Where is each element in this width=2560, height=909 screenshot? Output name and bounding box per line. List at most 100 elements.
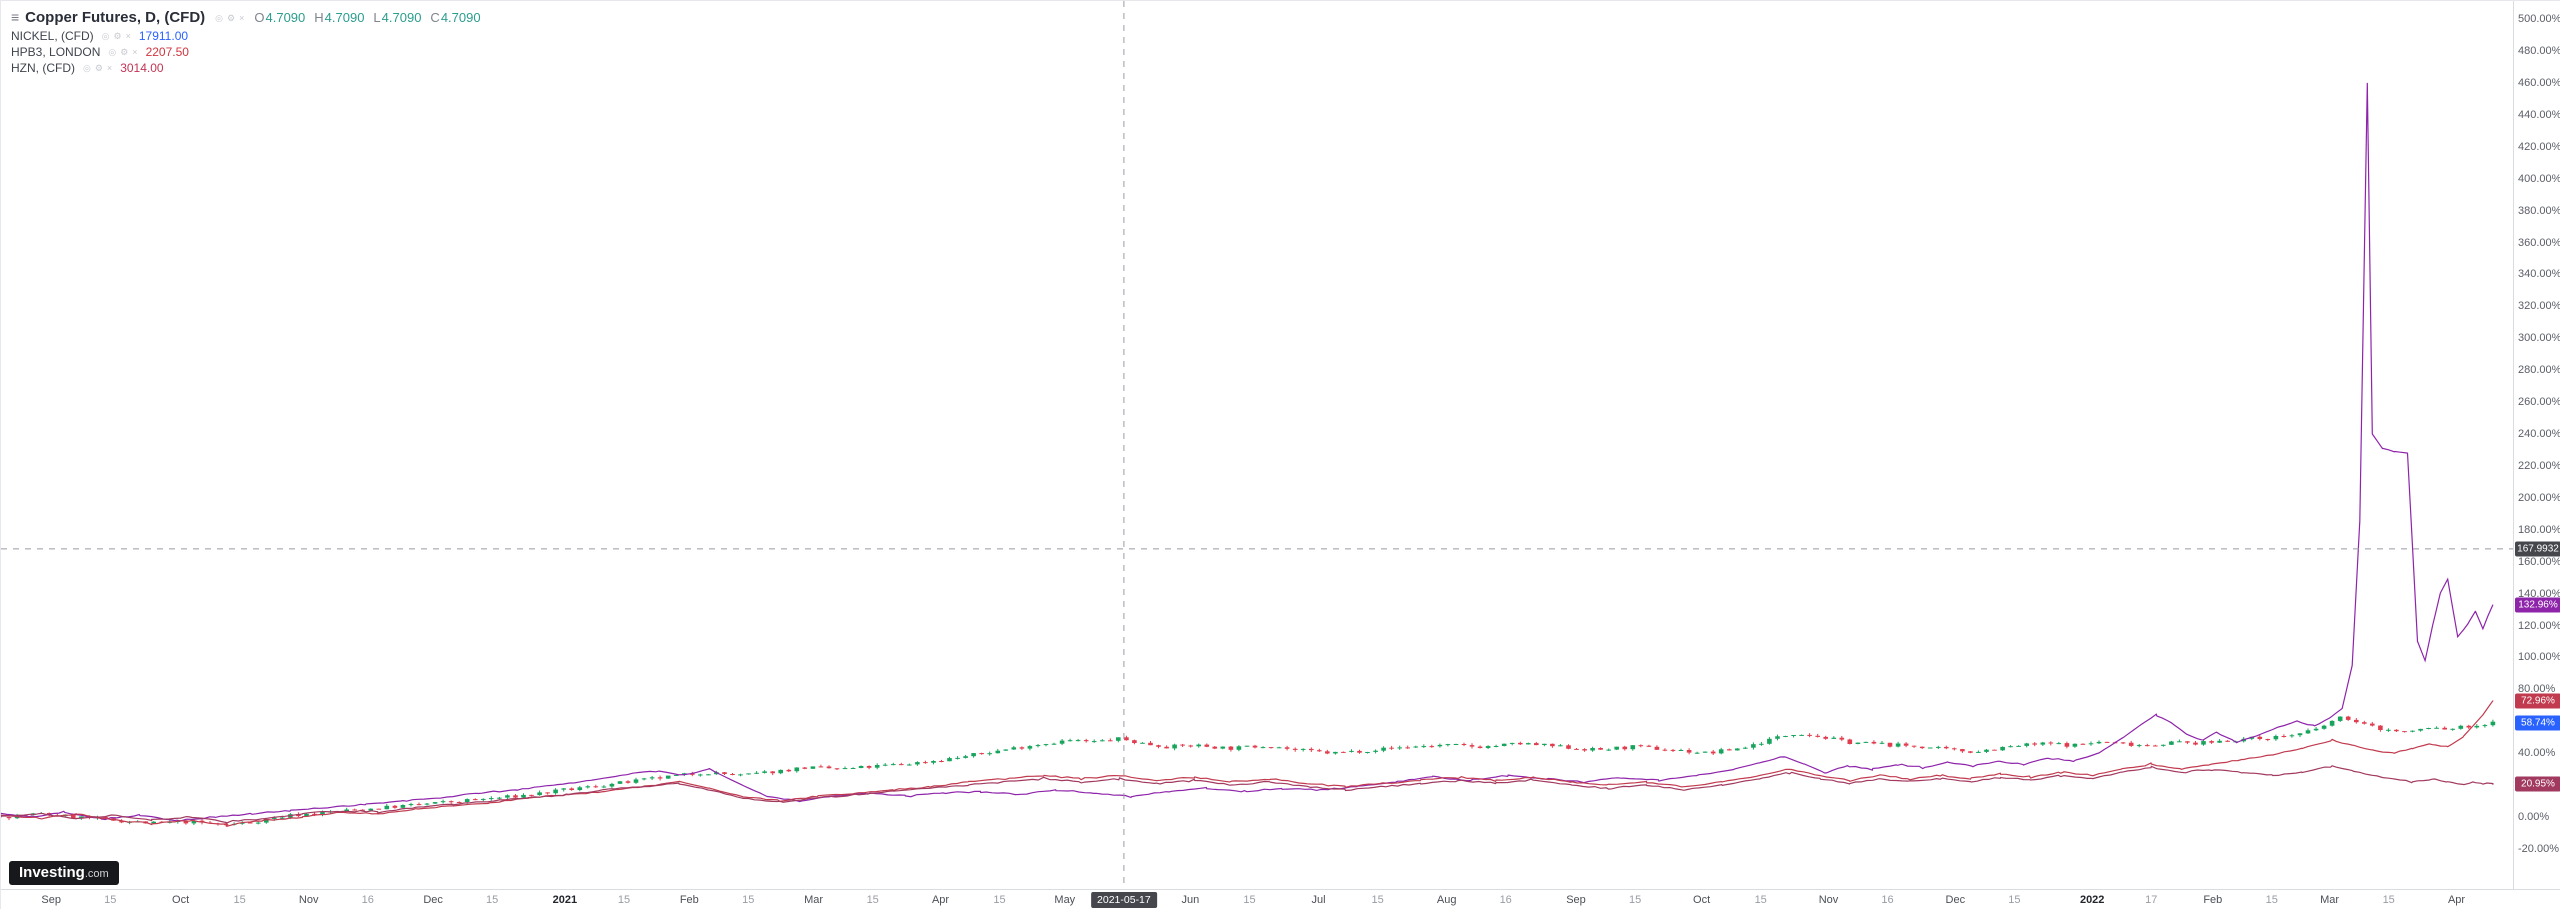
x-axis-label: Nov [298,894,319,906]
x-axis-label: 15 [617,894,631,906]
y-axis-tick: 240.00% [2518,428,2560,440]
settings-icon[interactable]: ⚙ [94,62,103,73]
last-value-badge: 72.96% [2515,693,2560,709]
x-axis-label: 15 [1371,894,1384,906]
x-axis-label: 16 [1499,894,1512,906]
x-axis-label: 15 [1243,894,1256,906]
x-axis-label: Sep [1566,894,1586,906]
x-axis-label: Jun [1181,894,1200,906]
y-axis-tick: 500.00% [2518,13,2560,25]
legend-row-hpb3[interactable]: HPB3, LONDON ◎ ⚙ × 2207.50 [11,44,490,60]
series-copper-candles [6,715,2496,827]
settings-icon[interactable]: ⚙ [227,13,236,23]
chart-plot-area[interactable] [1,1,2513,889]
x-axis-label: Mar [804,894,824,906]
y-axis-tick: 480.00% [2518,45,2560,57]
legend-row-nickel[interactable]: NICKEL, (CFD) ◎ ⚙ × 17911.00 [11,28,490,44]
y-axis-tick: 340.00% [2518,268,2560,281]
x-axis-label: 16 [1881,894,1894,906]
eye-icon[interactable]: ◎ [108,46,117,57]
x-axis-label: Mar [2320,894,2340,906]
x-axis-label: Dec [423,894,443,906]
x-axis-label: Oct [1693,894,1711,906]
y-axis-tick: 40.00% [2518,747,2556,760]
y-axis-tick: 140.00% [2518,587,2560,600]
crosshair-price-badge: 167.9932 [2515,541,2560,557]
investing-logo[interactable]: Investing.com [9,861,119,885]
series-value: 17911.00 [138,29,189,43]
close-icon[interactable]: × [132,47,138,57]
x-axis-label: Nov [1818,894,1839,906]
series-name: NICKEL, (CFD) [11,29,94,43]
y-axis-tick: 420.00% [2518,140,2560,153]
price-axis[interactable]: 500.00% 480.00% 460.00% 440.00% 420.00% 400.0… [2513,1,2560,889]
series-hzn-line [1,765,2494,824]
eye-icon[interactable]: ◎ [82,62,91,73]
x-axis-label: Aug [1436,894,1457,906]
x-axis-label: 15 [2265,894,2278,906]
x-axis-label: Sep [41,894,61,906]
x-axis-label: Feb [679,894,699,906]
y-axis-tick: 360.00% [2518,236,2560,249]
x-axis-label: 17 [2145,894,2158,906]
y-axis-tick: 320.00% [2518,300,2560,313]
x-axis-label: Jul [1311,894,1326,906]
time-axis[interactable]: Sep 15 Oct 15 Nov 16 Dec 15 2021 15 Feb 15 Mar 15 Apr 1… [1,889,2560,909]
series-hpb3-line [1,700,2494,827]
y-axis-tick: 280.00% [2518,364,2560,377]
logo-tld: .com [84,868,109,880]
y-axis-tick: 0.00% [2518,811,2550,823]
ohlc-value: 4.7090 [265,9,306,25]
title-icon-group: ◎ ⚙ × [213,8,246,26]
ohlc-value: 4.7090 [440,9,481,25]
y-axis-tick: 400.00% [2518,172,2560,185]
series-nickel-line [1,82,2494,822]
x-axis-label: 2022 [2079,894,2105,906]
y-axis-tick: 460.00% [2518,76,2560,89]
legend: ≡ Copper Futures, D, (CFD) ◎ ⚙ × O4.7090 H4… [11,6,490,76]
x-axis-label: Dec [1945,894,1966,906]
x-axis-label: 16 [361,894,374,906]
y-axis-tick: 80.00% [2518,683,2556,696]
x-axis-label: 15 [866,894,879,906]
eye-icon[interactable]: ◎ [101,30,110,41]
x-axis-label: 15 [2008,894,2021,906]
y-axis-tick: 260.00% [2518,396,2560,409]
y-axis-tick: 220.00% [2518,459,2560,472]
ohlc-value: 4.7090 [324,9,365,25]
settings-icon[interactable]: ⚙ [113,30,122,41]
y-axis-tick: 100.00% [2518,651,2560,664]
series-name: HZN, (CFD) [11,61,75,75]
ohlc-label: H [314,9,324,25]
x-axis-label: May [1054,894,1076,906]
symbol-title-row[interactable]: ≡ Copper Futures, D, (CFD) ◎ ⚙ × O4.7090 H4… [11,6,490,28]
series-value: 3014.00 [120,61,164,75]
x-axis-label: Apr [931,894,950,906]
crosshair [1,1,2513,889]
y-axis-tick: 200.00% [2518,491,2560,504]
logo-brand: Investing [19,864,85,881]
x-axis-label: 15 [1628,894,1642,906]
y-axis-tick: 160.00% [2518,555,2560,568]
y-axis-tick: 300.00% [2518,332,2560,345]
eye-icon[interactable]: ◎ [215,13,224,23]
last-value-badge: 20.95% [2515,776,2560,792]
x-axis-label: 15 [993,894,1006,906]
y-axis-tick: 440.00% [2518,108,2560,121]
settings-icon[interactable]: ⚙ [120,46,129,57]
close-icon[interactable]: × [125,31,131,41]
legend-row-hzn[interactable]: HZN, (CFD) ◎ ⚙ × 3014.00 [11,60,490,76]
y-axis-tick: 120.00% [2518,619,2560,632]
x-axis-label: 15 [2382,894,2395,906]
x-axis-label: Feb [2203,894,2223,906]
symbol-title[interactable]: Copper Futures, D, (CFD) [25,8,206,26]
x-axis-label: 15 [485,894,499,906]
y-axis-tick: -20.00% [2518,842,2559,855]
close-icon[interactable]: × [239,13,245,23]
crosshair-date-badge: 2021-05-17 [1091,892,1157,908]
ohlc-value: 4.7090 [381,9,422,25]
menu-icon[interactable]: ≡ [11,9,20,25]
close-icon[interactable]: × [106,63,113,73]
overlay-legend-rows: NICKEL, (CFD) ◎ ⚙ × 17911.00 HPB3, LONDON ◎ ⚙ × 2… [11,28,490,76]
